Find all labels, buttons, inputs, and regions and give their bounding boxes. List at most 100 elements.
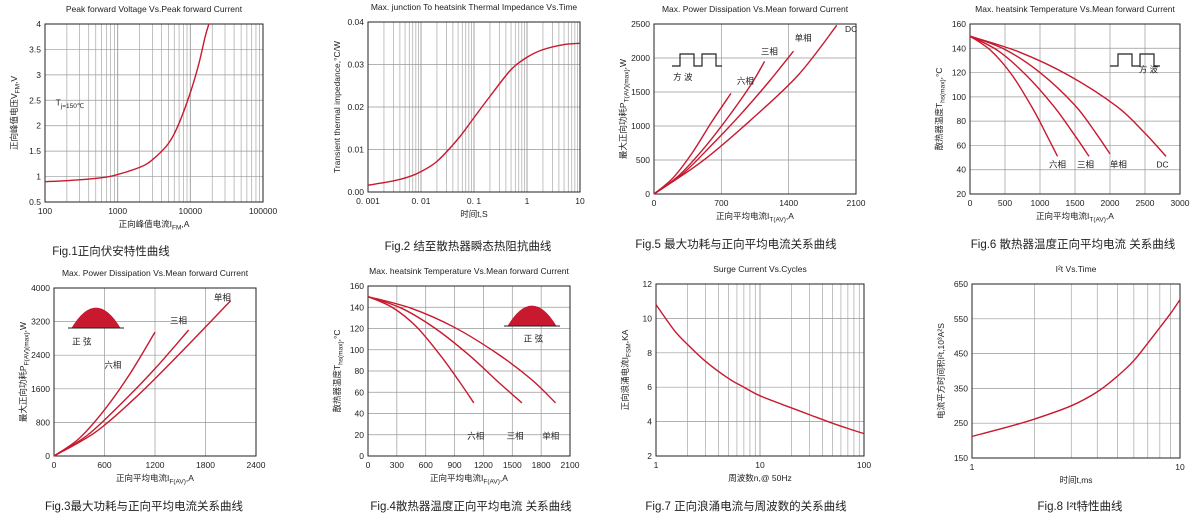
figure-caption: Fig.1正向伏安特性曲线 [52, 244, 170, 258]
y-tick-label: 0.03 [347, 60, 364, 70]
y-tick-label: 1500 [631, 87, 650, 97]
series-line [971, 299, 1181, 438]
x-tick-label: 10 [575, 196, 585, 206]
x-tick-label: 1 [970, 462, 975, 472]
y-tick-label: 40 [355, 409, 365, 419]
chart-title: Peak forward Voltage Vs.Peak forward Cur… [66, 4, 243, 14]
annotation: 方 波 [1139, 65, 1159, 75]
y-tick-label: 100 [350, 345, 364, 355]
annotation: 六相 [467, 431, 484, 441]
x-tick-label: 1200 [474, 460, 493, 470]
annotation: 三相 [170, 316, 187, 326]
series-line-2 [53, 329, 190, 457]
plot-frame [367, 285, 571, 457]
y-tick-label: 500 [636, 155, 650, 165]
y-axis-label: 正向浪涌电流IFSM,KA [620, 329, 633, 410]
series-line-2 [969, 35, 1090, 157]
x-tick-label: 0. 1 [467, 196, 481, 206]
series-line [367, 42, 581, 186]
chart-6: 0 300 600 900 1200 1500 1800 2100 0 20 40 60 80 100 12… [332, 266, 580, 513]
annotation: 单相 [1110, 159, 1127, 169]
x-tick-label: 900 [447, 460, 461, 470]
y-tick-label: 12 [643, 279, 653, 289]
y-tick-label: 3 [36, 70, 41, 80]
annotation: 六相 [104, 360, 121, 370]
chart-3: 0 700 1400 2100 0 500 1000 1500 2000 2500 Max. Pow… [618, 4, 866, 251]
grid [971, 283, 1180, 459]
y-axis-label: 最大正向功耗PT(AV)(max),W [618, 59, 631, 159]
y-tick-label: 2400 [31, 350, 50, 360]
annotation: 六相 [1049, 159, 1066, 169]
annotation: Tj=150℃ [56, 97, 85, 110]
series-line [655, 304, 865, 435]
chart-8: 1 10 150 250 350 450 550 650 I²t Vs.Time 时间t,ms 电流… [936, 264, 1185, 513]
y-tick-label: 60 [355, 387, 365, 397]
y-axis-label: 电流平方时间积I²t,10³A²S [936, 323, 946, 419]
annotation: 三相 [761, 47, 778, 57]
y-tick-label: 3.5 [29, 44, 41, 54]
plot-frame [655, 283, 865, 457]
y-tick-label: 4 [647, 417, 652, 427]
annotation: 单相 [795, 33, 812, 43]
y-tick-label: 1000 [631, 121, 650, 131]
plot-frame [971, 283, 1181, 459]
y-tick-label: 350 [954, 383, 968, 393]
y-tick-label: 8 [647, 348, 652, 358]
x-tick-label: 10 [755, 460, 765, 470]
square-wave-icon [1110, 53, 1160, 67]
chart-7: 1 10 100 2 4 6 8 10 12 Surge Current Vs.Cycles 周波数… [620, 264, 871, 513]
y-axis-label: Transient thermal impedance,°C/W [332, 41, 342, 173]
grid [969, 23, 1181, 195]
figure-caption: Fig.8 I²t特性曲线 [1038, 499, 1123, 513]
x-axis-label: 时间t,ms [1059, 475, 1092, 485]
y-tick-label: 80 [355, 366, 365, 376]
series-line-4 [653, 24, 838, 195]
y-tick-label: 1 [36, 172, 41, 182]
annotation: DC [1156, 159, 1168, 169]
x-tick-label: 100000 [249, 206, 278, 216]
chart-4: 0 500 1000 1500 2000 2500 3000 20 40 60 80 100 120 14… [934, 4, 1190, 251]
grid [44, 23, 263, 203]
x-tick-label: 1800 [532, 460, 551, 470]
series-line-3 [653, 50, 795, 195]
x-tick-label: 1200 [146, 460, 165, 470]
series-line-1 [653, 92, 732, 195]
y-tick-label: 60 [957, 140, 967, 150]
annotation: 三相 [1077, 159, 1094, 169]
x-tick-label: 1 [525, 196, 530, 206]
x-tick-label: 10000 [179, 206, 203, 216]
y-tick-label: 80 [957, 116, 967, 126]
y-tick-label: 800 [36, 417, 50, 427]
x-tick-label: 0. 01 [412, 196, 431, 206]
series-line-1 [367, 295, 475, 404]
plot-frame [367, 21, 581, 193]
chart-title: Max. Power Dissipation Vs.Mean forward C… [662, 4, 849, 14]
chart-title: Max. heatsink Temperature Vs.Mean forwar… [975, 4, 1175, 14]
y-tick-label: 450 [954, 349, 968, 359]
x-tick-label: 0 [968, 198, 973, 208]
y-tick-label: 6 [647, 382, 652, 392]
y-tick-label: 0.01 [347, 145, 364, 155]
x-tick-label: 600 [419, 460, 433, 470]
y-tick-label: 3200 [31, 317, 50, 327]
series-line-3 [969, 35, 1111, 155]
x-tick-label: 2400 [247, 460, 266, 470]
y-tick-label: 0 [645, 189, 650, 199]
y-axis-label: 散热器温度Ths(max),°C [934, 67, 947, 150]
y-tick-label: 160 [952, 19, 966, 29]
chart-title: Max. junction To heatsink Thermal Impeda… [371, 2, 578, 12]
y-tick-label: 2.5 [29, 95, 41, 105]
square-wave-icon [672, 53, 722, 67]
sine-wave-icon [507, 305, 557, 327]
annotation: 正 弦 [524, 333, 544, 343]
x-tick-label: 1500 [1066, 198, 1085, 208]
x-axis-label: 正向平均电流IT(AV),A [1036, 211, 1114, 224]
x-tick-label: 100 [38, 206, 52, 216]
y-tick-label: 4000 [31, 283, 50, 293]
annotation: 单相 [214, 293, 231, 303]
chart-5: 0 600 1200 1800 2400 0 800 1600 2400 3200 4000 Max.… [18, 268, 266, 513]
annotation: 方 波 [673, 72, 693, 82]
x-tick-label: 300 [390, 460, 404, 470]
y-tick-label: 2 [647, 451, 652, 461]
x-tick-label: 2000 [1101, 198, 1120, 208]
